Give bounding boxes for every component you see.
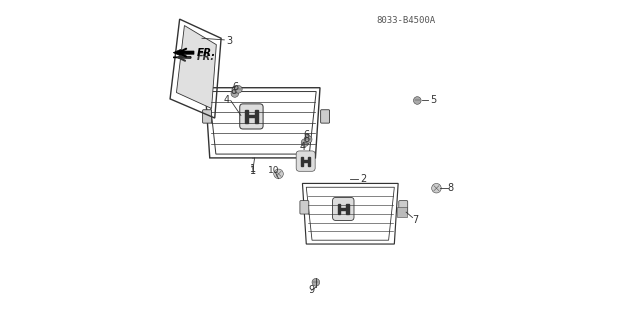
Polygon shape: [173, 57, 191, 58]
Bar: [301, 157, 303, 166]
Text: 6: 6: [233, 82, 239, 92]
FancyBboxPatch shape: [397, 207, 408, 217]
Text: 6: 6: [303, 130, 310, 140]
Circle shape: [413, 97, 421, 104]
Text: 4: 4: [300, 142, 305, 152]
Bar: [338, 204, 340, 214]
Bar: [255, 110, 258, 123]
Text: 2: 2: [360, 174, 366, 184]
Text: 7: 7: [413, 215, 419, 225]
Bar: [245, 110, 248, 123]
Circle shape: [234, 85, 242, 93]
Polygon shape: [177, 26, 216, 108]
FancyBboxPatch shape: [240, 104, 263, 129]
FancyBboxPatch shape: [296, 151, 315, 171]
Bar: [303, 160, 308, 162]
Circle shape: [431, 183, 441, 193]
Text: 6: 6: [303, 134, 310, 144]
Bar: [248, 115, 255, 117]
FancyBboxPatch shape: [300, 201, 309, 214]
Text: 3: 3: [226, 36, 232, 46]
FancyBboxPatch shape: [399, 201, 408, 214]
Text: 9: 9: [308, 285, 315, 295]
Text: 6: 6: [230, 86, 236, 96]
Circle shape: [231, 90, 239, 97]
Polygon shape: [173, 49, 194, 56]
FancyBboxPatch shape: [203, 110, 212, 123]
Text: 5: 5: [430, 95, 436, 106]
Circle shape: [301, 139, 309, 146]
Text: FR.: FR.: [197, 52, 215, 63]
Bar: [340, 208, 346, 210]
Text: 1: 1: [250, 166, 256, 176]
FancyBboxPatch shape: [333, 197, 354, 220]
Circle shape: [274, 169, 284, 179]
Text: 8033-B4500A: 8033-B4500A: [376, 16, 436, 25]
Circle shape: [305, 136, 312, 143]
Text: 8: 8: [448, 183, 454, 193]
Text: 10: 10: [268, 166, 280, 175]
Circle shape: [312, 278, 320, 286]
Text: FR.: FR.: [197, 48, 216, 58]
Text: 4: 4: [223, 94, 230, 105]
Text: 1: 1: [250, 158, 256, 174]
FancyBboxPatch shape: [321, 110, 330, 123]
Bar: [346, 204, 349, 214]
Bar: [308, 157, 310, 166]
